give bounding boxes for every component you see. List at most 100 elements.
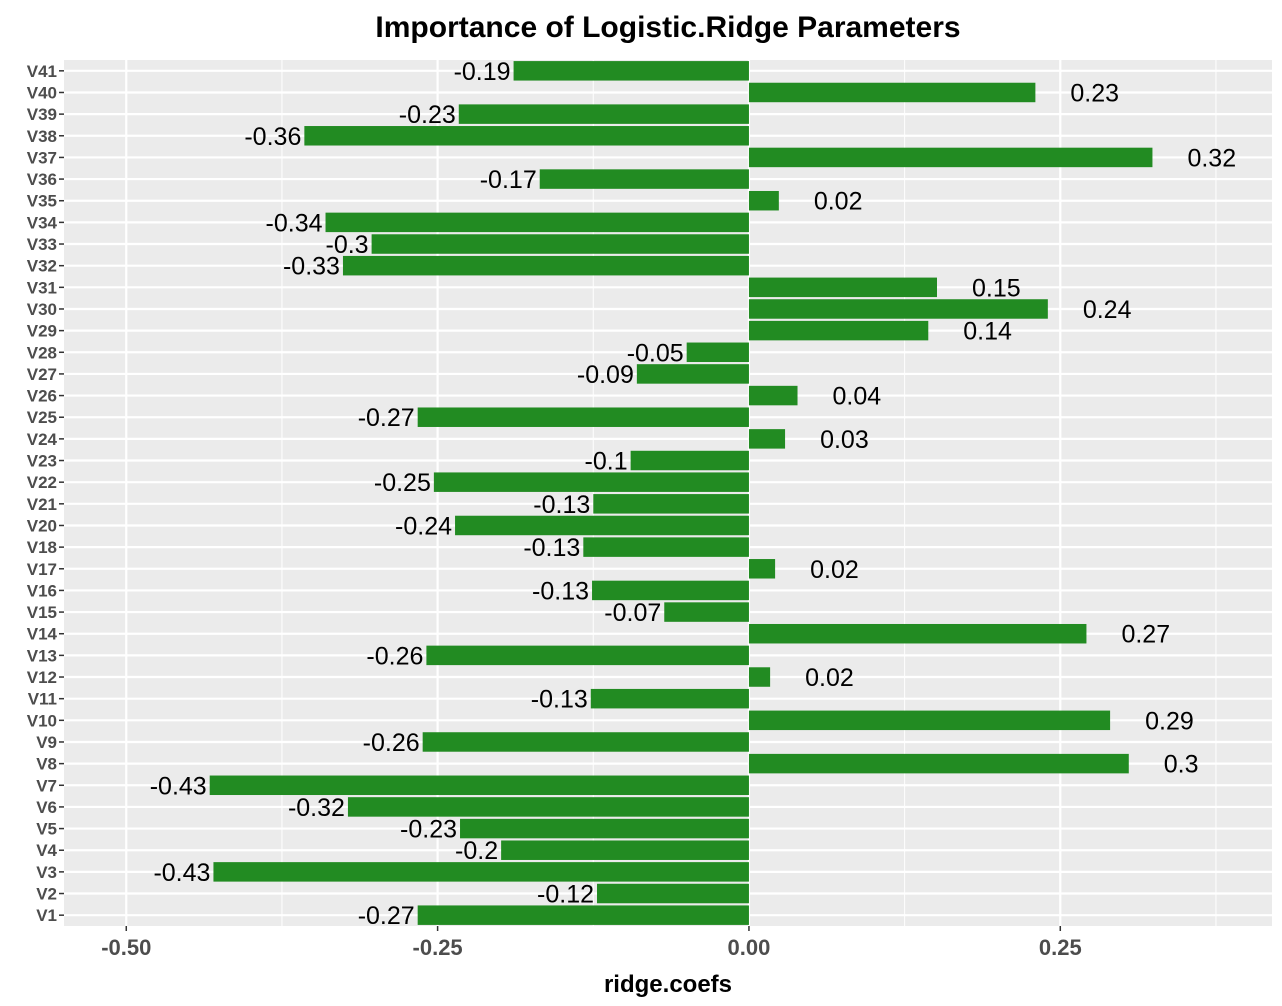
bar-V18 xyxy=(583,537,749,557)
data-label-V6: -0.32 xyxy=(288,794,345,822)
data-label-V2: -0.12 xyxy=(537,881,594,909)
data-label-V15: -0.07 xyxy=(604,599,661,627)
x-axis-title: ridge.coefs xyxy=(604,971,732,998)
bar-V24 xyxy=(748,429,786,449)
bar-V7 xyxy=(209,775,749,796)
bar-V21 xyxy=(593,494,749,514)
bar-V34 xyxy=(325,212,749,233)
data-label-V18: -0.13 xyxy=(523,534,580,562)
data-label-layer: -0.27-0.12-0.43-0.2-0.23-0.32-0.430.3-0.… xyxy=(150,58,1236,930)
y-tick-label-V32: V32 xyxy=(27,257,57,276)
bar-V25 xyxy=(417,407,749,427)
data-label-V12: 0.02 xyxy=(805,664,854,692)
y-tick-label-V7: V7 xyxy=(36,776,57,795)
data-label-V17: 0.02 xyxy=(810,556,859,584)
data-label-V22: -0.25 xyxy=(374,469,431,497)
y-tick-label-V18: V18 xyxy=(27,538,57,557)
y-tick-label-V40: V40 xyxy=(27,83,57,102)
y-tick-label-V4: V4 xyxy=(36,841,57,860)
bar-V10 xyxy=(748,710,1111,731)
bar-V35 xyxy=(748,190,779,211)
data-label-V40: 0.23 xyxy=(1070,79,1119,107)
bar-V26 xyxy=(748,385,798,406)
bar-V9 xyxy=(422,732,749,752)
data-label-V24: 0.03 xyxy=(820,426,869,454)
data-label-V9: -0.26 xyxy=(363,729,420,757)
data-label-V14: 0.27 xyxy=(1121,621,1170,649)
y-tick-label-V2: V2 xyxy=(36,885,57,904)
y-tick-label-V33: V33 xyxy=(27,235,57,254)
data-label-V13: -0.26 xyxy=(366,642,423,670)
bar-V31 xyxy=(748,277,937,298)
y-axis: V1 V2 V3 V4 V5 V6 V7 V8 V9 V10 V11 V12 V13 V14 V15 V16 V… xyxy=(27,62,64,925)
data-label-V41: -0.19 xyxy=(454,58,511,86)
y-tick-label-V9: V9 xyxy=(36,733,57,752)
x-tick-label: -0.50 xyxy=(101,935,151,960)
y-tick-label-V20: V20 xyxy=(27,516,57,535)
bar-V22 xyxy=(433,472,749,492)
bar-V13 xyxy=(426,645,749,666)
y-tick-label-V6: V6 xyxy=(36,798,57,817)
data-label-V5: -0.23 xyxy=(400,816,457,844)
data-label-V39: -0.23 xyxy=(399,101,456,129)
data-label-V20: -0.24 xyxy=(395,512,452,540)
y-tick-label-V1: V1 xyxy=(36,906,57,925)
data-label-V32: -0.33 xyxy=(283,253,340,281)
bar-layer xyxy=(209,61,1153,925)
y-tick-label-V27: V27 xyxy=(27,365,57,384)
data-label-V26: 0.04 xyxy=(833,383,882,411)
data-label-V34: -0.34 xyxy=(266,209,323,237)
data-label-V1: -0.27 xyxy=(358,902,415,930)
y-tick-label-V5: V5 xyxy=(36,820,57,839)
y-tick-label-V37: V37 xyxy=(27,148,57,167)
bar-V32 xyxy=(342,255,749,276)
bar-V3 xyxy=(213,862,749,882)
bar-V11 xyxy=(590,688,749,709)
y-tick-label-V25: V25 xyxy=(27,408,57,427)
y-tick-label-V35: V35 xyxy=(27,192,57,211)
y-tick-label-V13: V13 xyxy=(27,646,57,665)
y-tick-label-V16: V16 xyxy=(27,581,57,600)
data-label-V10: 0.29 xyxy=(1145,707,1194,735)
bar-V23 xyxy=(630,450,749,471)
bar-V12 xyxy=(748,667,771,687)
data-label-V30: 0.24 xyxy=(1083,296,1132,324)
bar-V8 xyxy=(748,753,1129,774)
data-label-V31: 0.15 xyxy=(972,274,1021,302)
bar-V38 xyxy=(304,126,749,146)
bar-V1 xyxy=(417,905,749,925)
bar-V30 xyxy=(748,299,1048,319)
bar-V17 xyxy=(748,559,776,579)
y-tick-label-V23: V23 xyxy=(27,452,57,471)
y-tick-label-V14: V14 xyxy=(27,625,58,644)
y-tick-label-V8: V8 xyxy=(36,755,57,774)
plot-panel xyxy=(64,60,1272,926)
bar-V39 xyxy=(458,104,749,124)
data-label-V3: -0.43 xyxy=(153,859,210,887)
x-tick-label: 0.00 xyxy=(728,935,771,960)
y-tick-label-V39: V39 xyxy=(27,105,57,124)
data-label-V7: -0.43 xyxy=(150,772,207,800)
y-tick-label-V3: V3 xyxy=(36,863,57,882)
data-label-V29: 0.14 xyxy=(963,318,1012,346)
data-label-V4: -0.2 xyxy=(455,837,498,865)
y-tick-label-V34: V34 xyxy=(27,213,58,232)
chart-title: Importance of Logistic.Ridge Parameters xyxy=(375,11,960,44)
y-tick-label-V21: V21 xyxy=(27,495,57,514)
x-axis: -0.50 -0.25 0.00 0.25 xyxy=(101,926,1082,960)
y-tick-label-V12: V12 xyxy=(27,668,57,687)
bar-V15 xyxy=(664,602,749,622)
bar-V2 xyxy=(597,883,749,904)
bar-V16 xyxy=(592,580,749,601)
bar-V27 xyxy=(636,364,749,384)
data-label-V27: -0.09 xyxy=(577,361,634,389)
bar-V14 xyxy=(748,623,1087,644)
bar-V41 xyxy=(513,61,749,81)
bar-V28 xyxy=(686,342,749,363)
data-label-V28: -0.05 xyxy=(627,339,684,367)
x-tick-label: 0.25 xyxy=(1039,935,1082,960)
x-tick-label: -0.25 xyxy=(413,935,463,960)
bar-V29 xyxy=(748,320,929,341)
data-label-V25: -0.27 xyxy=(358,404,415,432)
